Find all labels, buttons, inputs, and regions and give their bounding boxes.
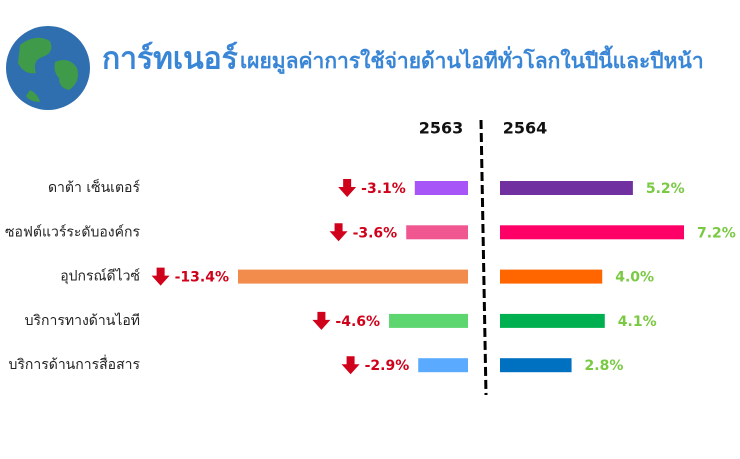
bar [406,225,468,240]
category-label: บริการทางด้านไอที [25,312,140,329]
bar [500,313,605,328]
arrow-icon [151,267,170,286]
bar [389,313,468,328]
bar [418,358,468,373]
divider [479,119,488,396]
value-label: -2.9% [365,358,410,374]
arrow-icon [329,223,348,242]
bar [500,181,633,195]
arrow-icon [338,179,357,197]
value-label: -3.6% [353,225,398,241]
series-name: 2563 [419,119,464,138]
value-label: 4.0% [615,270,654,286]
bar [500,225,684,240]
chart-title: การ์ทเนอร์ [102,42,238,77]
value-label: 2.8% [585,358,624,374]
category-label: อุปกรณ์ดีไวซ์ [60,268,140,285]
category-label: ซอฟต์แวร์ระดับองค์กร [5,223,140,240]
value-label: -4.6% [335,314,380,330]
chart-subtitle: เผยมูลค่าการใช้จ่ายด้านไอทีทั่วโลกในปีนี… [240,45,704,75]
globe-icon [6,26,90,110]
arrow-icon [312,311,331,330]
value-label: 7.2% [697,225,736,241]
value-label: -13.4% [175,270,229,286]
value-label: -3.1% [361,181,406,197]
arrow-icon [341,356,360,375]
category-label: ดาต้า เซ็นเตอร์ [48,178,140,196]
category-label: บริการด้านการสื่อสาร [8,355,140,373]
bar [500,358,572,373]
value-label: 5.2% [646,181,685,197]
bar [500,269,603,284]
bar [238,269,468,284]
value-label: 4.1% [618,314,657,330]
series-name: 2564 [503,119,548,138]
bar [414,181,468,195]
